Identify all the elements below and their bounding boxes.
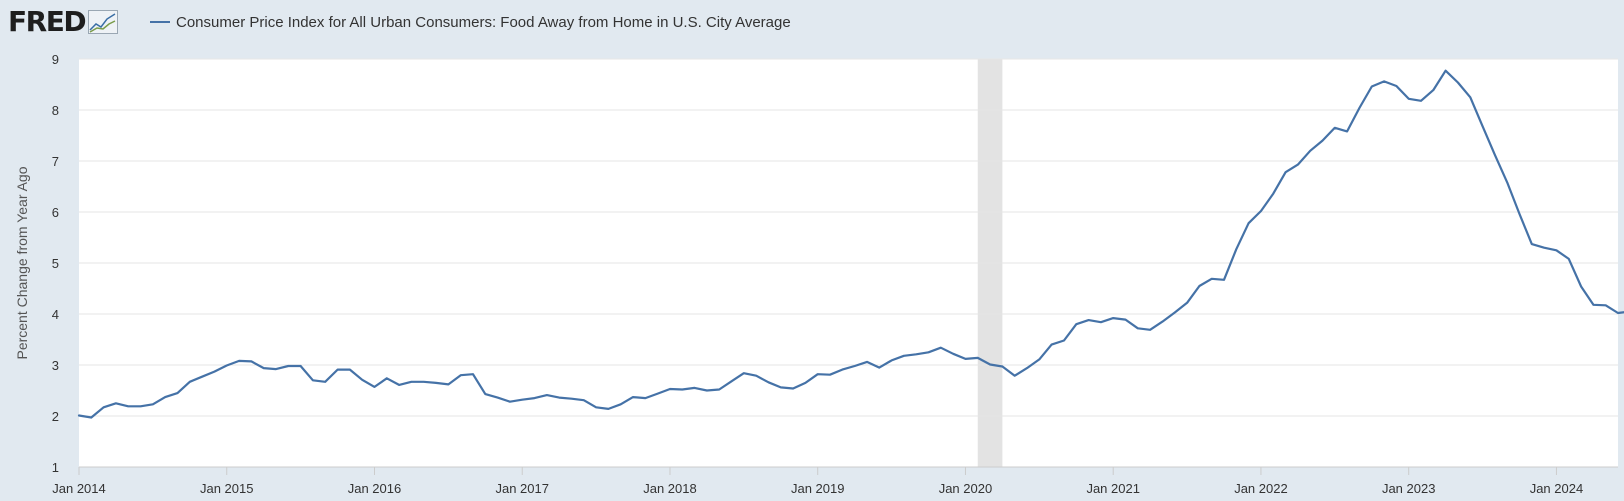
x-tick-label: Jan 2024	[1530, 481, 1584, 496]
y-tick-label: 3	[52, 358, 59, 373]
x-tick-label: Jan 2021	[1086, 481, 1140, 496]
x-tick-label: Jan 2022	[1234, 481, 1288, 496]
y-tick-label: 4	[52, 307, 59, 322]
legend-series-label: Consumer Price Index for All Urban Consu…	[176, 13, 791, 31]
y-axis: 1 2 3 4 5 6 7 8 9	[52, 52, 59, 475]
x-tick-label: Jan 2016	[348, 481, 402, 496]
x-tick-label: Jan 2014	[52, 481, 106, 496]
y-tick-label: 5	[52, 256, 59, 271]
x-tick-label: Jan 2020	[939, 481, 993, 496]
x-tick-label: Jan 2017	[495, 481, 549, 496]
series-layer	[77, 69, 1624, 419]
y-tick-label: 9	[52, 52, 59, 67]
fred-logo[interactable]: FRED	[8, 5, 119, 38]
y-tick-label: 6	[52, 205, 59, 220]
fred-line-chart-icon	[88, 10, 119, 34]
x-tick-label: Jan 2023	[1382, 481, 1436, 496]
fred-logo-text: FRED	[8, 5, 87, 38]
y-tick-label: 8	[52, 103, 59, 118]
x-axis: Jan 2014 Jan 2015 Jan 2016 Jan 2017 Jan 2018…	[52, 466, 1618, 496]
series-line[interactable]	[77, 69, 1624, 419]
x-tick-label: Jan 2018	[643, 481, 697, 496]
y-axis-label: Percent Change from Year Ago	[14, 166, 30, 359]
x-tick-label: Jan 2019	[791, 481, 845, 496]
y-tick-label: 1	[52, 460, 59, 475]
x-tick-label: Jan 2015	[200, 481, 254, 496]
y-tick-label: 2	[52, 409, 59, 424]
legend-swatch	[150, 21, 170, 23]
chart-legend: Consumer Price Index for All Urban Consu…	[150, 12, 791, 32]
y-tick-label: 7	[52, 154, 59, 169]
gridlines	[79, 58, 1618, 417]
chart-header: FRED Consumer Price Index for All Urban …	[0, 0, 1624, 44]
